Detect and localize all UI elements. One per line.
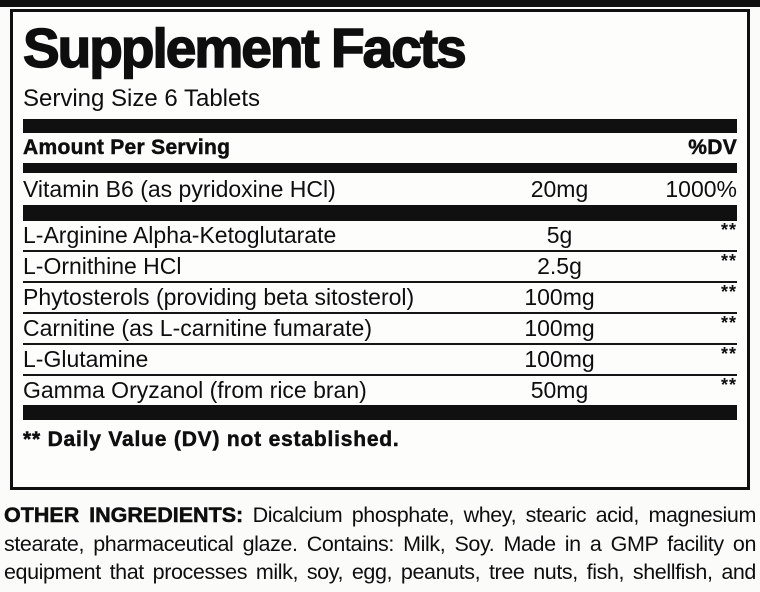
divider-bar-thick-bottom bbox=[23, 405, 737, 420]
nutrient-dv-value: 1000% bbox=[665, 175, 737, 202]
nutrient-amount: 50mg bbox=[530, 377, 589, 403]
nutrient-row: L-Arginine Alpha-Ketoglutarate 5g ** bbox=[23, 220, 737, 252]
nutrient-dv-asterisks: ** bbox=[720, 313, 737, 333]
supplement-facts-panel: Supplement Facts Serving Size 6 Tablets … bbox=[10, 9, 750, 490]
other-ingredients-text: Dicalcium phosphate, whey, stearic acid,… bbox=[4, 503, 756, 592]
ingredient-rows: L-Arginine Alpha-Ketoglutarate 5g ** L-O… bbox=[23, 220, 737, 405]
nutrient-dv-asterisks: ** bbox=[720, 375, 737, 395]
cropped-top-bar bbox=[0, 0, 760, 7]
nutrient-amount: 2.5g bbox=[537, 253, 582, 279]
nutrient-name: Phytosterols (providing beta sitosterol) bbox=[23, 284, 415, 310]
nutrient-amount: 5g bbox=[546, 222, 573, 248]
daily-value-footnote: ** Daily Value (DV) not established. bbox=[23, 428, 400, 452]
nutrient-row: Gamma Oryzanol (from rice bran) 50mg ** bbox=[23, 375, 737, 405]
other-ingredients-paragraph: OTHER INGREDIENTS: Dicalcium phosphate, … bbox=[4, 501, 757, 592]
nutrient-amount: 100mg bbox=[524, 346, 595, 372]
nutrient-name: L-Arginine Alpha-Ketoglutarate bbox=[23, 222, 337, 248]
nutrient-row: Carnitine (as L-carnitine fumarate) 100m… bbox=[23, 313, 737, 345]
percent-dv-header: %DV bbox=[688, 136, 737, 160]
nutrient-amount: 20mg bbox=[530, 175, 589, 202]
divider-bar-thick-top bbox=[23, 119, 737, 133]
nutrient-name: L-Glutamine bbox=[23, 346, 149, 372]
nutrient-dv-asterisks: ** bbox=[720, 282, 737, 302]
nutrient-dv-asterisks: ** bbox=[720, 220, 737, 240]
serving-size-text: Serving Size 6 Tablets bbox=[23, 85, 261, 112]
nutrient-amount: 100mg bbox=[524, 315, 595, 341]
nutrient-dv-asterisks: ** bbox=[720, 251, 737, 271]
nutrient-row: L-Glutamine 100mg ** bbox=[23, 344, 737, 376]
column-header-row: Amount Per Serving %DV bbox=[23, 133, 737, 163]
nutrient-name: Gamma Oryzanol (from rice bran) bbox=[23, 377, 367, 403]
nutrient-dv-asterisks: ** bbox=[720, 344, 737, 364]
nutrient-name: Carnitine (as L-carnitine fumarate) bbox=[23, 315, 372, 341]
divider-bar-under-header bbox=[23, 163, 737, 173]
nutrient-name: Vitamin B6 (as pyridoxine HCl) bbox=[23, 175, 336, 202]
nutrient-name: L-Ornithine HCl bbox=[23, 253, 182, 279]
panel-title: Supplement Facts bbox=[22, 17, 467, 79]
divider-bar-mid bbox=[23, 205, 737, 221]
amount-per-serving-header: Amount Per Serving bbox=[23, 136, 231, 160]
nutrient-amount: 100mg bbox=[524, 284, 595, 310]
nutrient-row: Phytosterols (providing beta sitosterol)… bbox=[23, 282, 737, 314]
other-ingredients-label: OTHER INGREDIENTS: bbox=[4, 503, 244, 528]
nutrient-row-vitamin-b6: Vitamin B6 (as pyridoxine HCl) 20mg 1000… bbox=[23, 173, 737, 205]
nutrient-row: L-Ornithine HCl 2.5g ** bbox=[23, 251, 737, 283]
